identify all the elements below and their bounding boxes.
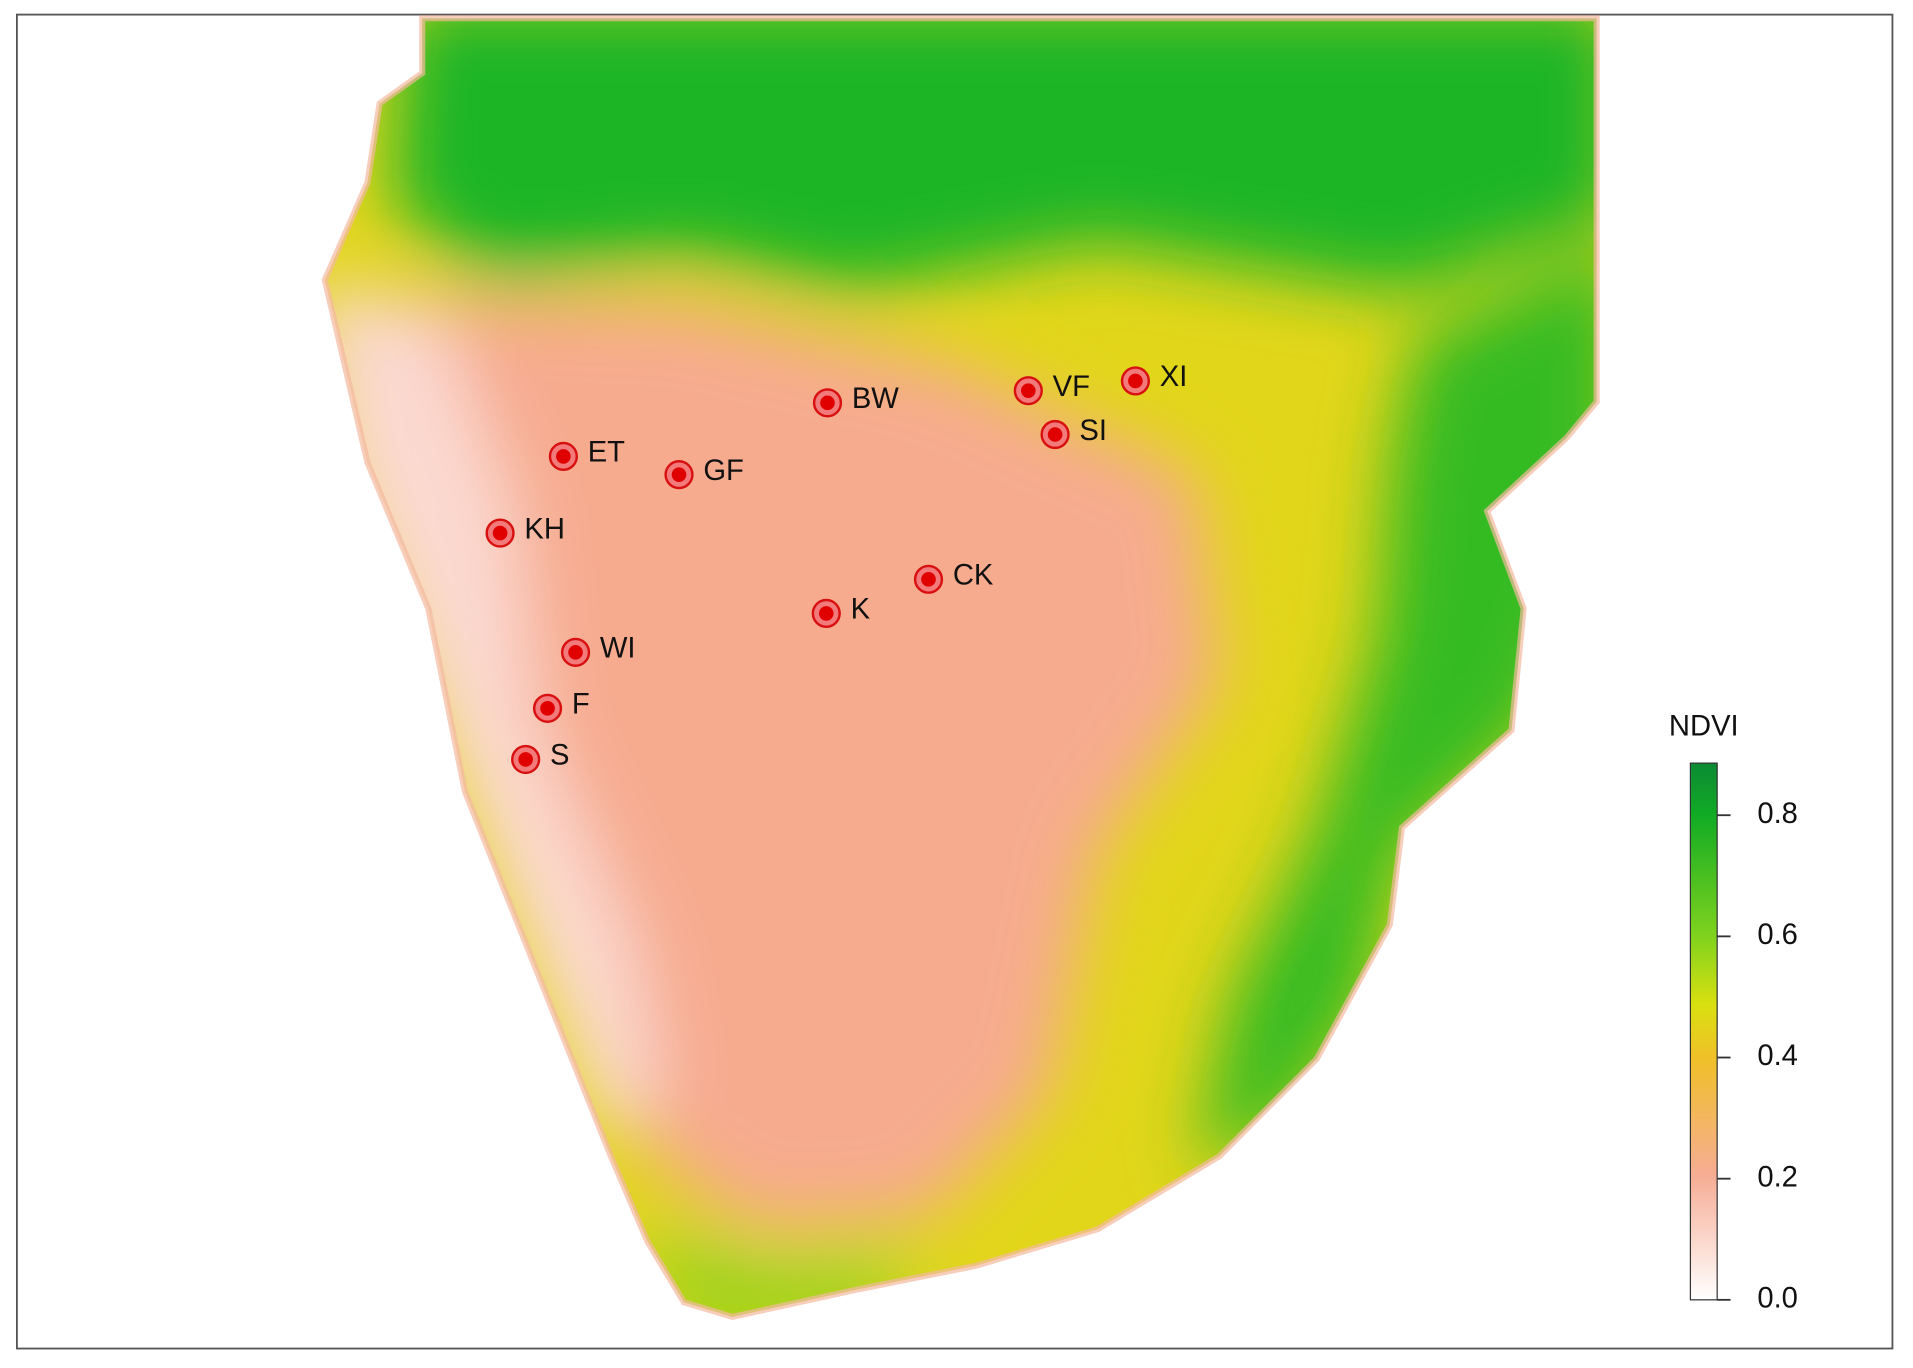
- site-label: K: [851, 594, 871, 626]
- site-marker: [671, 467, 687, 482]
- site-label: CK: [953, 560, 994, 592]
- colorbar-tick-label: 0.8: [1757, 798, 1798, 830]
- site-label: BW: [852, 383, 899, 415]
- colorbar-tick-label: 0.4: [1757, 1040, 1798, 1072]
- site-marker: [820, 395, 835, 411]
- site-marker: [1128, 373, 1143, 389]
- colorbar-tick-label: 0.0: [1757, 1283, 1798, 1315]
- site-label: GF: [703, 455, 744, 487]
- site-marker: [568, 645, 583, 660]
- site-label: ET: [588, 437, 625, 469]
- colorbar-tick-label: 0.6: [1757, 919, 1798, 951]
- site-marker: [1021, 383, 1036, 398]
- site-marker: [1047, 427, 1063, 442]
- site-marker: [556, 449, 571, 464]
- site-label: XI: [1160, 361, 1188, 393]
- site-label: KH: [524, 513, 565, 545]
- colorbar: [1689, 762, 1718, 1301]
- site-label: VF: [1053, 371, 1090, 403]
- site-label: F: [572, 689, 590, 721]
- site-label: S: [550, 740, 569, 772]
- site-marker: [518, 752, 533, 767]
- site-marker: [818, 606, 834, 621]
- site-label: SI: [1079, 415, 1107, 447]
- legend-title: NDVI: [1669, 711, 1739, 743]
- site-marker: [921, 572, 936, 587]
- site-marker: [492, 525, 508, 541]
- site-label: WI: [600, 633, 636, 665]
- colorbar-tick-label: 0.2: [1757, 1161, 1798, 1193]
- site-marker: [540, 701, 555, 716]
